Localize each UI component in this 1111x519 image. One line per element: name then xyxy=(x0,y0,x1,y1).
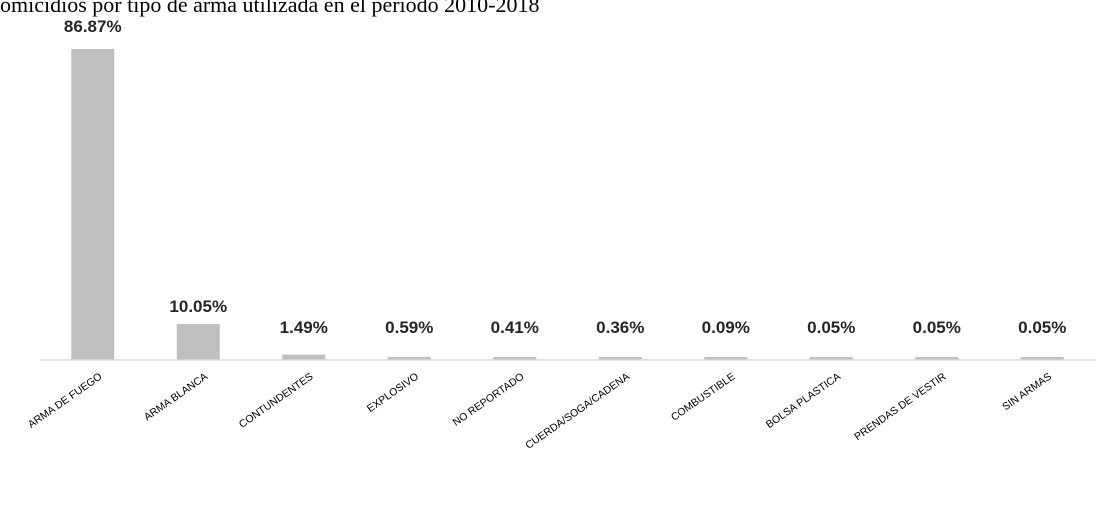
bar-4 xyxy=(493,357,537,360)
x-tick-label-3: EXPLOSIVO xyxy=(365,371,421,415)
data-label-8: 0.05% xyxy=(913,318,961,337)
bar-2 xyxy=(282,354,326,360)
x-tick-label-2: CONTUNDENTES xyxy=(237,371,316,431)
data-label-3: 0.59% xyxy=(385,318,433,337)
bar-0 xyxy=(71,49,115,360)
data-label-5: 0.36% xyxy=(596,318,644,337)
data-label-1: 10.05% xyxy=(169,297,227,316)
bar-1 xyxy=(176,324,220,360)
data-label-2: 1.49% xyxy=(280,318,328,337)
bar-8 xyxy=(915,357,959,360)
data-label-9: 0.05% xyxy=(1018,318,1066,337)
x-tick-label-7: BOLSA PLASTICA xyxy=(764,371,843,431)
data-labels-group: 86.87% 10.05% 1.49% 0.59% 0.41% 0.36% 0.09% 0.0… xyxy=(64,17,1066,337)
x-tick-label-6: COMBUSTIBLE xyxy=(669,371,738,424)
x-tick-label-1: ARMA BLANCA xyxy=(142,371,210,424)
bar-5 xyxy=(598,357,642,360)
bar-6 xyxy=(704,357,748,360)
bar-9 xyxy=(1020,357,1064,360)
x-tick-label-8: PRENDAS DE VESTIR xyxy=(852,370,949,443)
x-tick-label-5: CUERDA/SOGA/CADENA xyxy=(523,371,632,452)
data-label-4: 0.41% xyxy=(491,318,539,337)
x-tick-labels-group: ARMA DE FUEGO ARMA BLANCA CONTUNDENTES EXPL… xyxy=(26,370,1054,451)
bars-group xyxy=(71,49,1064,360)
x-tick-label-4: NO REPORTADO xyxy=(451,371,527,429)
x-tick-label-9: SIN ARMAS xyxy=(1000,371,1054,414)
data-label-0: 86.87% xyxy=(64,17,122,36)
data-label-7: 0.05% xyxy=(807,318,855,337)
bar-3 xyxy=(387,357,431,360)
chart-title: omicidios por tipo de arma utilizada en … xyxy=(0,0,540,17)
x-tick-label-0: ARMA DE FUEGO xyxy=(26,371,105,431)
bar-7 xyxy=(809,357,853,360)
data-label-6: 0.09% xyxy=(702,318,750,337)
